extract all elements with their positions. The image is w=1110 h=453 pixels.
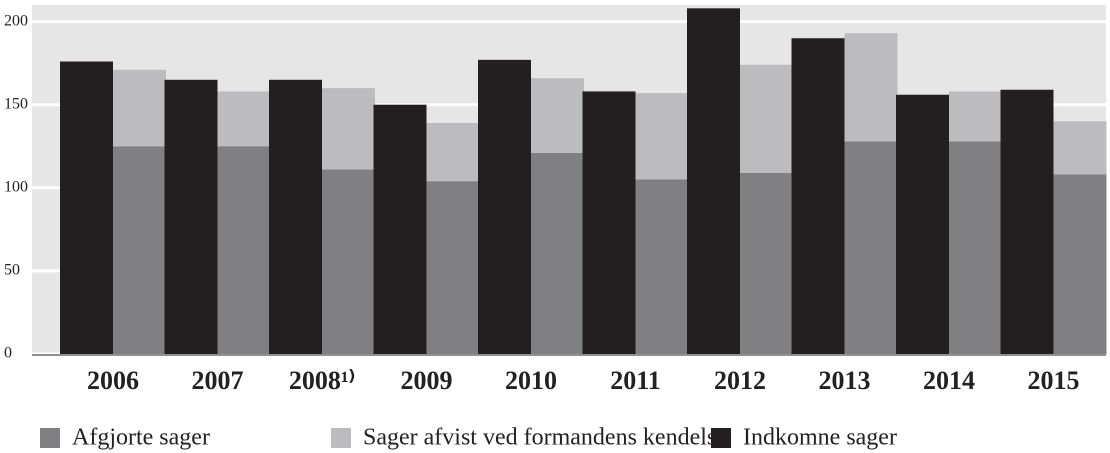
bar [373,104,427,354]
x-tick-label: 2015 [1028,366,1080,395]
x-tick-label: 2007 [192,366,244,395]
bar-segment [1053,121,1107,175]
bar [164,79,218,355]
bar [791,38,845,354]
bar-segment [426,181,480,354]
bar-segment [635,179,689,354]
bar-segment [217,146,271,354]
bar [478,59,531,354]
bar-segment [740,172,793,354]
legend-swatch [40,428,60,448]
bar-segment [1053,174,1107,354]
x-tick-label: 2008¹⁾ [289,366,355,395]
bar-segment [217,91,271,147]
bar-segment [949,91,1002,142]
bar-segment [844,33,898,142]
bar [60,61,113,354]
y-tick-label: 100 [4,178,28,195]
x-tick-label: 2011 [610,366,661,395]
legend-swatch [711,428,731,448]
x-tick-label: 2009 [401,366,453,395]
bar [582,91,636,355]
bar-segment [531,78,584,153]
bar-segment [740,64,793,173]
bar-segment [844,141,898,354]
legend-label: Sager afvist ved formandens kendelse [363,425,727,451]
legend-label: Afgjorte sager [72,425,210,451]
bar [896,94,949,354]
x-tick-label: 2006 [87,366,139,395]
x-tick-label: 2013 [819,366,871,395]
x-tick-label: 2014 [923,366,975,395]
bar [1000,89,1054,354]
bar-segment [531,152,584,354]
bar-segment [426,122,480,182]
bar-segment [113,69,166,147]
bar-segment [322,169,375,354]
y-tick-label: 50 [4,262,20,279]
bar-segment [322,88,375,170]
x-tick-label: 2010 [505,366,557,395]
bar-segment [635,93,689,180]
x-tick-label: 2012 [714,366,766,395]
legend-swatch [331,428,351,448]
bar-segment [113,146,166,354]
bar [269,79,322,355]
bar-segment [949,141,1002,354]
bar [687,8,740,354]
y-tick-label: 150 [4,95,28,112]
y-tick-label: 0 [4,345,12,362]
legend-label: Indkomne sager [743,425,897,451]
y-tick-label: 200 [4,12,28,29]
